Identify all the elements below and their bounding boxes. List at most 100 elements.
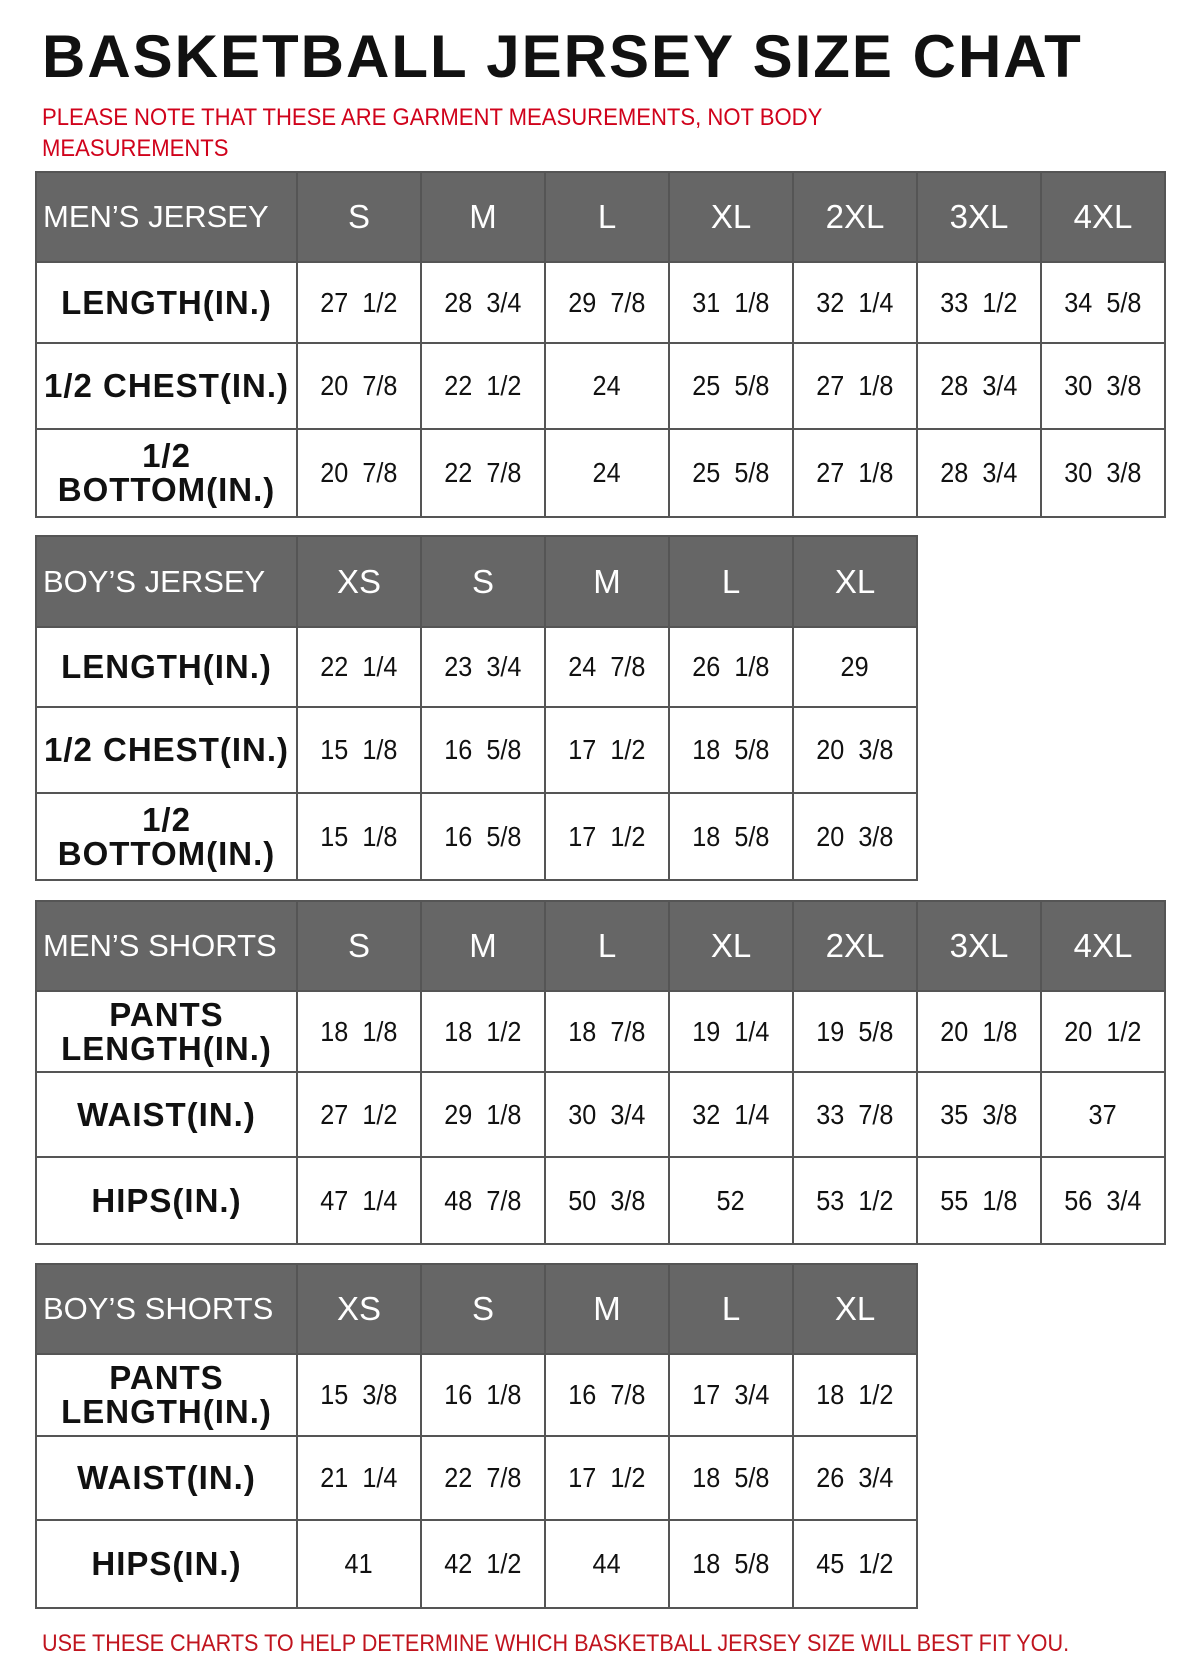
measurement-value: 56 3/4 xyxy=(1064,1184,1142,1216)
measurement-cell: 16 5/8 xyxy=(420,792,546,881)
measurement-value: 32 1/4 xyxy=(692,1098,770,1130)
measurement-cell: 28 3/4 xyxy=(916,428,1042,518)
measurement-cell: 21 1/4 xyxy=(296,1435,422,1521)
measurement-cell: 29 1/8 xyxy=(420,1071,546,1158)
measurement-cell: 22 1/2 xyxy=(420,342,546,430)
table-row: LENGTH(IN.) 22 1/4 23 3/4 24 7/8 26 1/8 29 xyxy=(35,626,918,708)
measurement-value: 34 5/8 xyxy=(1064,286,1142,318)
size-header: 3XL xyxy=(916,900,1042,992)
boys-shorts-table: BOY’S SHORTS XS S M L XL PANTS LENGTH(IN.) 15 3… xyxy=(35,1263,918,1609)
table-row: 1/2 BOTTOM(IN.) 15 1/8 16 5/8 17 1/2 18 5/8 2… xyxy=(35,792,918,881)
measurement-cell: 30 3/4 xyxy=(544,1071,670,1158)
measurement-value: 27 1/8 xyxy=(816,370,894,401)
measurement-value: 28 3/4 xyxy=(444,286,522,318)
measurement-cell: 28 3/4 xyxy=(420,261,546,344)
measurement-cell: 22 7/8 xyxy=(420,428,546,518)
measurement-cell: 20 1/8 xyxy=(916,990,1042,1073)
mens-jersey-table: MEN’S JERSEY S M L XL 2XL 3XL 4XL LENGTH(IN.) 27 … xyxy=(35,171,1166,518)
measurement-value: 55 1/8 xyxy=(940,1184,1018,1216)
measurement-value: 28 3/4 xyxy=(940,370,1018,401)
measurement-cell: 17 3/4 xyxy=(668,1353,794,1437)
measurement-cell: 34 5/8 xyxy=(1040,261,1166,344)
mens-shorts-table: MEN’S SHORTS S M L XL 2XL 3XL 4XL PANTS LENGTH(I… xyxy=(35,900,1166,1245)
size-header: 4XL xyxy=(1040,171,1166,263)
measurement-value: 24 7/8 xyxy=(568,651,646,682)
header-row: MEN’S JERSEY S M L XL 2XL 3XL 4XL xyxy=(35,171,1166,263)
measurement-cell: 17 1/2 xyxy=(544,706,670,794)
measurement-cell: 20 3/8 xyxy=(792,706,918,794)
measurement-cell: 22 1/4 xyxy=(296,626,422,708)
measurement-value: 15 3/8 xyxy=(320,1379,398,1410)
table-row: PANTS LENGTH(IN.) 15 3/8 16 1/8 16 7/8 17 3/… xyxy=(35,1353,918,1437)
measurement-cell: 16 5/8 xyxy=(420,706,546,794)
measurement-label: 1/2 CHEST(IN.) xyxy=(35,706,298,794)
measurement-value: 16 1/8 xyxy=(444,1379,522,1410)
table-row: WAIST(IN.) 21 1/4 22 7/8 17 1/2 18 5/8 26 3/4 xyxy=(35,1435,918,1521)
table-row: PANTS LENGTH(IN.) 18 1/8 18 1/2 18 7/8 19 1/… xyxy=(35,990,1166,1073)
measurement-value: 27 1/8 xyxy=(816,457,894,488)
measurement-cell: 16 7/8 xyxy=(544,1353,670,1437)
measurement-cell: 29 7/8 xyxy=(544,261,670,344)
measurement-value: 30 3/4 xyxy=(568,1098,646,1130)
table-title: BOY’S SHORTS xyxy=(35,1263,298,1355)
measurement-value: 26 1/8 xyxy=(692,651,770,682)
measurement-label: PANTS LENGTH(IN.) xyxy=(35,1353,298,1437)
measurement-value: 32 1/4 xyxy=(816,286,894,318)
measurement-cell: 44 xyxy=(544,1519,670,1609)
measurement-cell: 24 xyxy=(544,428,670,518)
measurement-value: 26 3/4 xyxy=(816,1462,894,1493)
measurement-cell: 26 3/4 xyxy=(792,1435,918,1521)
size-header: M xyxy=(420,171,546,263)
measurement-value: 18 5/8 xyxy=(692,1548,770,1579)
measurement-cell: 18 1/8 xyxy=(296,990,422,1073)
header-row: MEN’S SHORTS S M L XL 2XL 3XL 4XL xyxy=(35,900,1166,992)
measurement-value: 37 xyxy=(1088,1098,1118,1130)
footer-note: USE THESE CHARTS TO HELP DETERMINE WHICH… xyxy=(42,1630,1070,1657)
garment-note: PLEASE NOTE THAT THESE ARE GARMENT MEASU… xyxy=(42,104,822,162)
size-header: XL xyxy=(792,1263,918,1355)
measurement-value: 18 7/8 xyxy=(568,1015,646,1047)
measurement-cell: 30 3/8 xyxy=(1040,342,1166,430)
measurement-cell: 18 5/8 xyxy=(668,1519,794,1609)
table-row: WAIST(IN.) 27 1/2 29 1/8 30 3/4 32 1/4 33 7/8… xyxy=(35,1071,1166,1158)
measurement-value: 20 1/2 xyxy=(1064,1015,1142,1047)
measurement-label: HIPS(IN.) xyxy=(35,1519,298,1609)
measurement-cell: 53 1/2 xyxy=(792,1156,918,1245)
measurement-cell: 18 5/8 xyxy=(668,706,794,794)
size-header: 2XL xyxy=(792,900,918,992)
size-header: L xyxy=(544,900,670,992)
measurement-cell: 33 7/8 xyxy=(792,1071,918,1158)
measurement-value: 19 5/8 xyxy=(816,1015,894,1047)
measurement-cell: 56 3/4 xyxy=(1040,1156,1166,1245)
measurement-cell: 25 5/8 xyxy=(668,428,794,518)
measurement-cell: 19 1/4 xyxy=(668,990,794,1073)
measurement-cell: 18 5/8 xyxy=(668,1435,794,1521)
measurement-cell: 27 1/2 xyxy=(296,261,422,344)
measurement-value: 19 1/4 xyxy=(692,1015,770,1047)
measurement-cell: 31 1/8 xyxy=(668,261,794,344)
table-row: HIPS(IN.) 47 1/4 48 7/8 50 3/8 52 53 1/2 55 1/… xyxy=(35,1156,1166,1245)
size-header: L xyxy=(544,171,670,263)
measurement-label: WAIST(IN.) xyxy=(35,1071,298,1158)
measurement-value: 17 1/2 xyxy=(568,1462,646,1493)
measurement-cell: 26 1/8 xyxy=(668,626,794,708)
measurement-cell: 20 7/8 xyxy=(296,428,422,518)
measurement-value: 50 3/8 xyxy=(568,1184,646,1216)
measurement-value: 22 7/8 xyxy=(444,457,522,488)
size-header: S xyxy=(296,900,422,992)
size-header: XL xyxy=(668,900,794,992)
measurement-value: 47 1/4 xyxy=(320,1184,398,1216)
size-header: M xyxy=(544,1263,670,1355)
measurement-cell: 23 3/4 xyxy=(420,626,546,708)
measurement-value: 25 5/8 xyxy=(692,457,770,488)
measurement-value: 24 xyxy=(592,370,622,401)
size-header: M xyxy=(544,535,670,628)
measurement-cell: 41 xyxy=(296,1519,422,1609)
table-row: 1/2 CHEST(IN.) 20 7/8 22 1/2 24 25 5/8 27 1/8… xyxy=(35,342,1166,430)
measurement-value: 17 1/2 xyxy=(568,820,646,852)
measurement-label: 1/2 CHEST(IN.) xyxy=(35,342,298,430)
measurement-label: PANTS LENGTH(IN.) xyxy=(35,990,298,1073)
measurement-value: 45 1/2 xyxy=(816,1548,894,1579)
measurement-value: 20 7/8 xyxy=(320,457,398,488)
measurement-cell: 32 1/4 xyxy=(792,261,918,344)
